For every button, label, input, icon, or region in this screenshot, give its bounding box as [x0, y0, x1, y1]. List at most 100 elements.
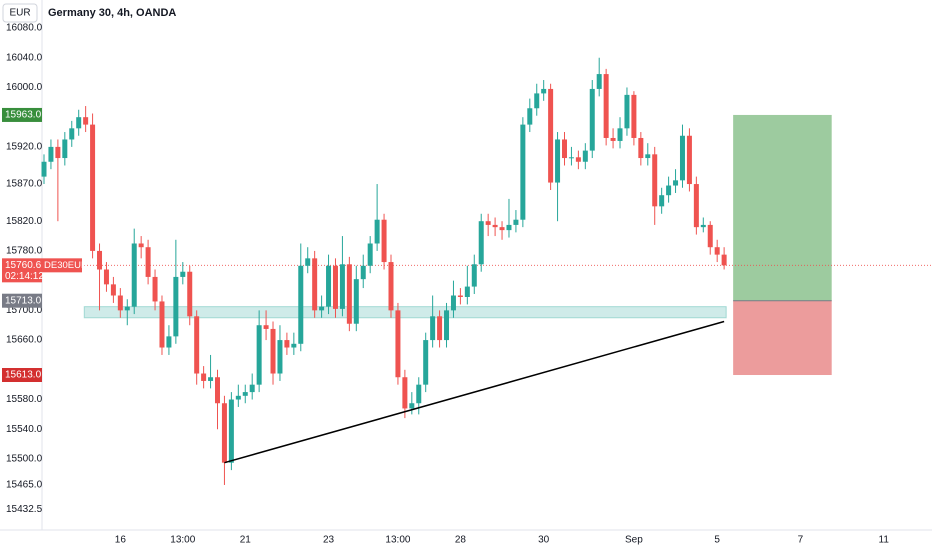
x-tick-label: 11	[879, 535, 890, 546]
candle-body	[575, 157, 581, 162]
candle-body	[187, 271, 193, 317]
candle-body	[388, 262, 394, 311]
candle-body	[444, 310, 450, 341]
currency[interactable]: EUR	[9, 8, 30, 19]
candle-body	[624, 94, 630, 129]
candle-body	[645, 154, 651, 159]
candle-body	[41, 161, 47, 177]
candle-body	[69, 128, 75, 140]
symbol-label: DE30EUR	[44, 260, 88, 271]
candle-body	[596, 74, 602, 89]
last-price-label: 15760.6	[5, 260, 42, 271]
candle-body	[506, 224, 512, 231]
candle-body	[194, 316, 200, 374]
y-tick-label: 15580.0	[6, 394, 43, 405]
candle-body	[263, 325, 269, 329]
candle-body	[180, 271, 186, 277]
candle-body	[298, 265, 304, 344]
y-tick-label: 15465.0	[6, 480, 43, 491]
candle-body	[603, 74, 609, 138]
candle-body	[478, 221, 484, 265]
candle-body	[346, 264, 352, 324]
candle-body	[423, 340, 429, 385]
candle-body	[450, 295, 456, 311]
candle-body	[277, 340, 283, 374]
candle-body	[215, 377, 220, 404]
candle-body	[145, 247, 151, 277]
x-tick-label: 16	[115, 535, 127, 546]
y-tick-label: 15920.0	[6, 142, 43, 153]
candle-body	[228, 399, 234, 463]
candle-body	[589, 88, 595, 151]
y-tick-label: 16040.0	[6, 52, 43, 63]
y-tick-label: 15780.0	[6, 246, 43, 257]
candle-body	[568, 157, 574, 159]
target-tag-label: 15963.0	[5, 110, 42, 121]
currency-button[interactable]	[2, 3, 38, 23]
candle-body	[437, 316, 443, 341]
candle-body	[284, 340, 290, 348]
candle-body	[673, 180, 679, 186]
candle-body	[548, 88, 554, 183]
candle-body	[159, 301, 165, 348]
y-tick-label: 16000.0	[6, 82, 43, 93]
candle-body	[534, 93, 540, 109]
candle-body	[131, 243, 137, 307]
x-tick-label: 23	[323, 535, 335, 546]
candle-body	[208, 377, 214, 381]
target-tag	[2, 107, 42, 122]
candle-body	[312, 258, 318, 311]
candle-body	[353, 279, 359, 324]
candle-body	[138, 243, 144, 248]
candle-body	[110, 284, 116, 296]
x-tick-label: Sep	[625, 535, 643, 546]
candle-body	[367, 243, 373, 266]
candle-body	[242, 392, 248, 396]
candle-body	[693, 184, 699, 228]
candle-body	[485, 221, 491, 225]
y-tick-label: 15540.0	[6, 424, 43, 435]
candle-body	[173, 276, 179, 337]
candle-body	[249, 384, 255, 393]
y-tick-label: 15660.0	[6, 335, 43, 346]
candle-body	[541, 88, 547, 94]
candle-body	[513, 219, 519, 225]
candle-body	[235, 395, 241, 400]
candle-body	[631, 94, 637, 138]
candle-body	[430, 316, 436, 341]
x-tick-label: 13:00	[170, 535, 195, 546]
candle-body	[652, 154, 658, 207]
stop-tag	[2, 368, 42, 383]
candle-body	[457, 295, 463, 297]
y-tick-label: 15500.0	[6, 454, 43, 465]
y-tick-label: 16080.0	[6, 23, 43, 34]
candle-body	[471, 264, 477, 287]
candle-body	[659, 195, 665, 207]
candle-body	[117, 295, 123, 311]
candle-body	[166, 336, 172, 348]
candle-body	[360, 265, 366, 280]
y-tick-label: 15432.5	[6, 504, 43, 515]
candle-body	[374, 219, 380, 244]
candle-body	[409, 403, 415, 409]
candle-body	[339, 264, 345, 309]
candle-body	[319, 306, 325, 311]
candle-body	[638, 137, 644, 159]
candle-body	[416, 384, 422, 404]
candle-body	[666, 185, 672, 196]
candle-body	[124, 306, 130, 311]
symbol-tag	[42, 258, 82, 273]
candle-body	[555, 139, 561, 183]
candle-body	[256, 325, 262, 385]
candle-body	[305, 258, 311, 266]
target-box	[733, 114, 832, 301]
candle-body	[700, 224, 706, 228]
candle-body	[464, 286, 470, 297]
candle-body	[527, 108, 533, 125]
candle-body	[97, 250, 103, 270]
chart-title: Germany 30, 4h, OANDA	[48, 7, 176, 19]
candle-body	[62, 139, 68, 159]
candle-body	[221, 403, 227, 463]
candle-body	[291, 343, 297, 348]
